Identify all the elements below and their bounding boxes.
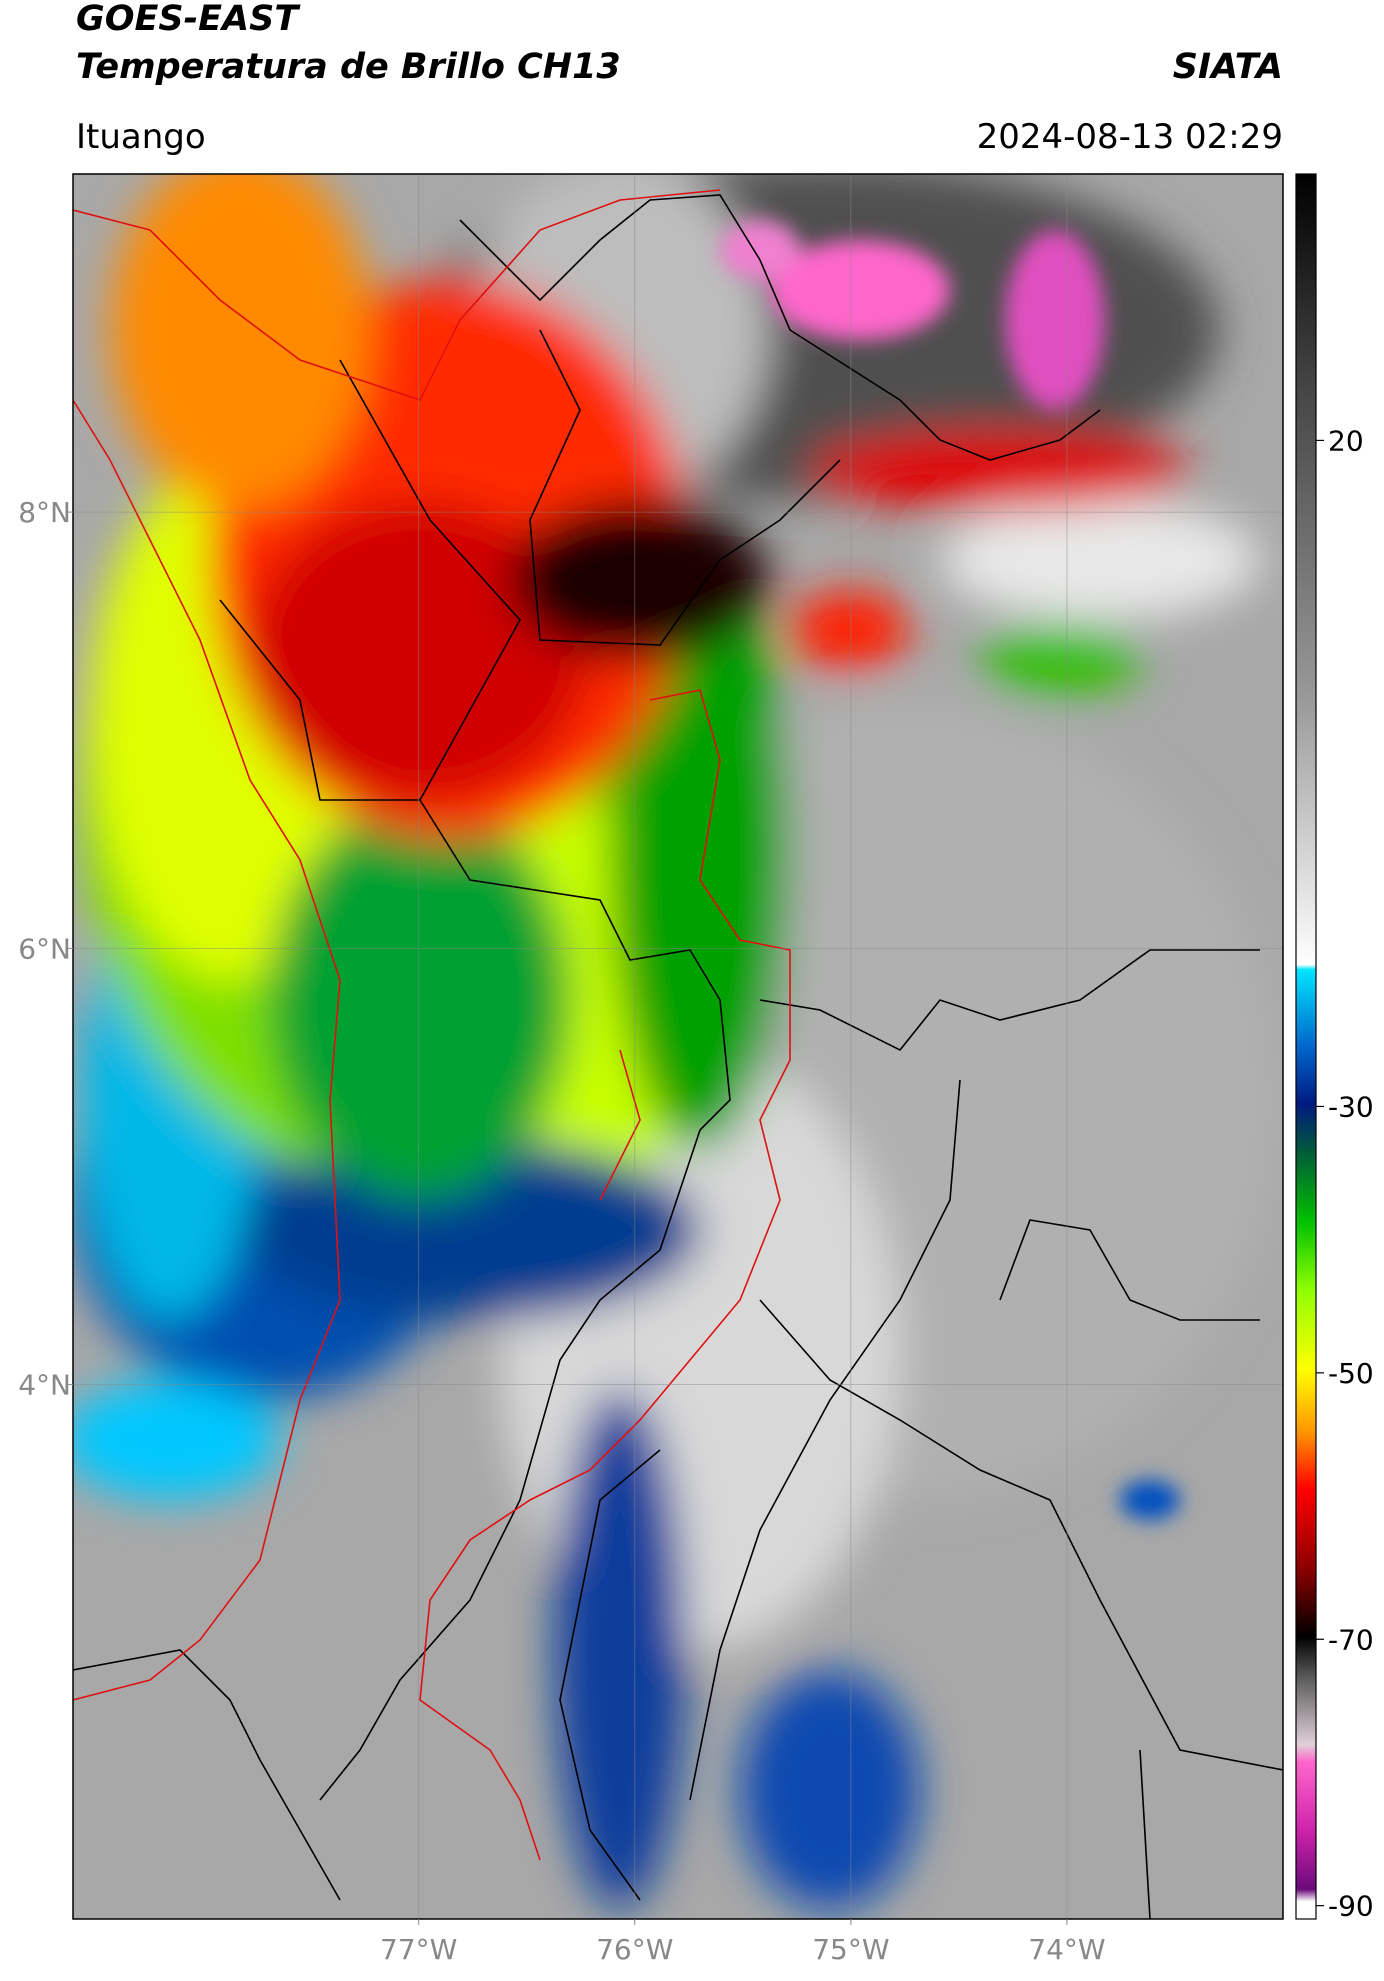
lat-tick-label: 8°N	[18, 496, 71, 529]
colorbar-tick-label: -90	[1328, 1890, 1374, 1923]
lon-tick-label: 75°W	[812, 1933, 889, 1966]
lon-tick-label: 77°W	[380, 1933, 457, 1966]
title: GOES-EAST	[76, 0, 301, 39]
graticule	[73, 174, 1283, 1919]
colorbar	[1295, 173, 1317, 1920]
lat-tick-label: 6°N	[18, 932, 71, 965]
lat-tick-label: 4°N	[18, 1369, 71, 1402]
colorbar-tick-label: -70	[1328, 1623, 1374, 1656]
satellite-image	[73, 174, 1283, 1919]
map-frame	[72, 173, 1284, 1920]
colorbar-tick-label: -50	[1328, 1357, 1374, 1390]
subtitle: Temperatura de Brillo CH13	[76, 47, 621, 87]
lon-tick-label: 74°W	[1028, 1933, 1105, 1966]
colorbar-tick-label: -30	[1328, 1090, 1374, 1123]
location: Ituango	[76, 117, 206, 157]
colorbar-tick-label: 20	[1328, 424, 1364, 457]
lon-tick-label: 76°W	[596, 1933, 673, 1966]
datetime: 2024-08-13 02:29	[977, 117, 1283, 157]
source: SIATA	[1173, 47, 1283, 87]
